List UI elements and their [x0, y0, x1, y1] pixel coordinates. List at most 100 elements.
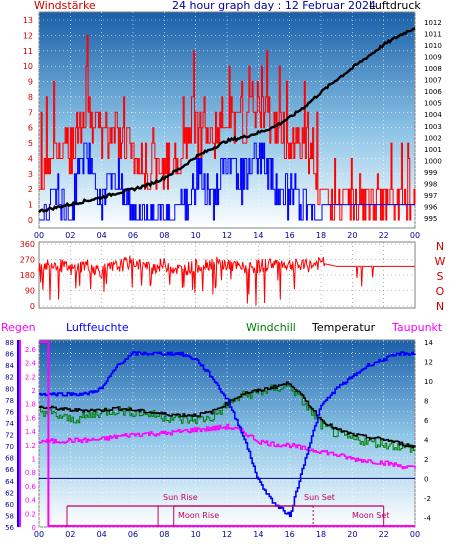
- humidity-tick: 70: [5, 443, 14, 451]
- wind-direction-line: [38, 255, 415, 306]
- windchill-label: Windchill: [246, 321, 296, 334]
- sun-rise-label: Sun Rise: [163, 493, 198, 502]
- panel2-compass-letter: W: [435, 255, 446, 268]
- humidity-tick: 88: [5, 339, 14, 347]
- panel3-x-axis: 00 02 04 06 08 10 12 14 16 18 20 22 00: [34, 530, 420, 539]
- panel1-left-tick: 2: [28, 185, 33, 194]
- panel1-right-tick: 1010: [424, 42, 442, 50]
- panel1-left-tick: 12: [23, 31, 33, 40]
- temperature-label: Temperatur: [311, 321, 376, 334]
- panel1-x-tick: 22: [379, 231, 389, 240]
- sun-set-label: Sun Set: [304, 493, 335, 502]
- panel3-x-tick: 08: [159, 530, 169, 539]
- panel1-x-tick: 00: [34, 231, 44, 240]
- panel1-x-tick: 08: [159, 231, 169, 240]
- wind-speed-low-line: [39, 142, 415, 221]
- panel1-right-tick: 1011: [424, 30, 442, 38]
- panel2-compass-letter: S: [437, 270, 444, 283]
- panel3-x-tick: 10: [191, 530, 201, 539]
- panel1-right-tick: 1012: [424, 19, 442, 27]
- panel1-x-tick: 14: [253, 231, 263, 240]
- panel2-left-tick: 360: [20, 240, 35, 249]
- panel1-right-tick: 1009: [424, 53, 442, 61]
- temp-tick: -2: [424, 495, 431, 503]
- humidity-tick: 60: [5, 501, 14, 509]
- rain-tick: 0.2: [25, 510, 36, 518]
- rain-tick: 1.4: [25, 428, 37, 436]
- humidity-tick: 74: [5, 420, 14, 428]
- panel1-left-tick: 4: [28, 154, 33, 163]
- panel3-x-tick: 22: [379, 530, 389, 539]
- humidity-tick: 72: [5, 432, 14, 440]
- rain-tick: 0.6: [25, 483, 37, 491]
- panel1-right-tick: 1002: [424, 134, 442, 142]
- panel1-right-tick: 1006: [424, 88, 442, 96]
- panel3-events: Sun Rise Sun Set Moon Rise Moon Set: [66, 493, 389, 527]
- panel3-x-tick: 00: [410, 530, 420, 539]
- panel1-right-tick: 996: [424, 204, 438, 212]
- rain-tick: 2.4: [25, 360, 37, 368]
- panel1-right-tick: 997: [424, 192, 437, 200]
- temp-tick: 14: [424, 339, 433, 347]
- panel1-x-tick: 02: [65, 231, 75, 240]
- panel1-grid: [38, 12, 416, 228]
- panel1-x-tick: 20: [347, 231, 357, 240]
- pressure-line: [38, 27, 416, 214]
- panel3-x-tick: 20: [347, 530, 357, 539]
- panel2-left-axis: 0 90 180 270 360: [20, 240, 35, 311]
- panel1-right-tick: 999: [424, 169, 437, 177]
- humidity-tick: 78: [5, 397, 14, 405]
- panel1-right-tick: 1000: [424, 157, 442, 165]
- panel1-left-tick: 10: [23, 62, 33, 71]
- humidity-tick: 56: [5, 524, 14, 532]
- moon-set-label: Moon Set: [352, 511, 389, 520]
- panel1-x-tick: 06: [128, 231, 138, 240]
- temp-tick: 10: [424, 378, 433, 386]
- panel1-x-tick: 10: [191, 231, 201, 240]
- rain-tick: 1.6: [25, 414, 37, 422]
- humidity-tick: 86: [5, 351, 14, 359]
- dewpoint-line: [39, 423, 416, 470]
- panel1-left-tick: 8: [28, 93, 33, 102]
- panel1-x-tick: 04: [97, 231, 107, 240]
- panel1-right-tick: 1001: [424, 146, 442, 154]
- panel1-marks: [38, 27, 416, 221]
- panel3-x-tick: 12: [222, 530, 232, 539]
- dewpoint-label: Taupunkt: [391, 321, 443, 334]
- panel1-right-tick: 1005: [424, 100, 442, 108]
- humidity-tick: 58: [5, 512, 14, 520]
- humidity-tick: 76: [5, 408, 14, 416]
- panel2-left-tick: 90: [25, 287, 35, 296]
- panel1-title: 24 hour graph day : 12 Februar 2024: [172, 0, 376, 12]
- humidity-tick: 66: [5, 466, 14, 474]
- panel3-x-tick: 00: [34, 530, 44, 539]
- pressure-label: Luftdruck: [369, 0, 421, 12]
- temp-tick: -4: [424, 514, 432, 522]
- wind-speed-label: Windstärke: [34, 0, 96, 12]
- panel1-left-tick: 13: [23, 16, 33, 25]
- panel3-temp-axis: -4 -2 0 2 4 6 8 10 12 14: [424, 339, 433, 522]
- rain-tick: 1.8: [25, 401, 36, 409]
- panel3-marks: [39, 341, 416, 527]
- panel2-compass-letter: O: [436, 285, 445, 298]
- temp-tick: 8: [424, 397, 428, 405]
- panel2-left-tick: 270: [20, 256, 35, 265]
- panel1-left-tick: 7: [28, 108, 33, 117]
- panel1-left-tick: 6: [28, 124, 33, 133]
- panel-climate: 00.20.40.60.811.21.41.61.822.22.42.6 565…: [1, 321, 443, 539]
- panel2-compass-letter: N: [436, 240, 444, 253]
- panel1-x-tick: 00: [410, 231, 420, 240]
- rain-tick: 0.8: [25, 469, 36, 477]
- rain-tick: 0: [32, 524, 36, 532]
- humidity-tick: 82: [5, 374, 14, 382]
- panel3-rain-axis: 0 0.2 0.4 0.6 0.8 1 1.2 1.4 1.6 1.8 2 2.2 2.4 2.6: [25, 346, 37, 532]
- panel1-left-tick: 0: [28, 216, 33, 225]
- panel3-x-tick: 02: [65, 530, 75, 539]
- panel1-left-tick: 11: [23, 47, 33, 56]
- panel1-right-tick: 1004: [424, 111, 442, 119]
- panel2-left-tick: 180: [20, 271, 35, 280]
- panel1-right-tick: 1008: [424, 65, 442, 73]
- rain-tick: 0.4: [25, 497, 37, 505]
- rain-tick: 2: [32, 387, 36, 395]
